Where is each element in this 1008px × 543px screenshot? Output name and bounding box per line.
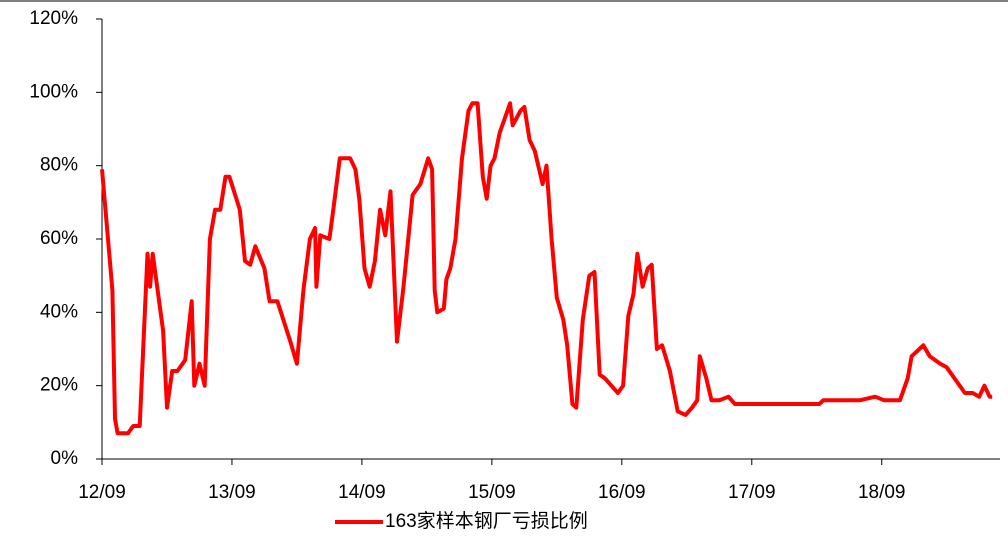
y-tick-label: 20% — [40, 375, 78, 396]
y-tick-label: 0% — [51, 448, 79, 469]
y-tick-label: 60% — [40, 228, 78, 249]
x-tick-label: 18/09 — [858, 482, 906, 503]
y-tick-label: 120% — [29, 8, 78, 29]
x-tick-label: 15/09 — [468, 482, 516, 503]
y-tick-label: 100% — [29, 81, 78, 102]
legend-label: 163家样本钢厂亏损比例 — [385, 510, 588, 532]
y-tick-label: 80% — [40, 155, 78, 176]
x-tick-label: 13/09 — [208, 482, 256, 503]
x-tick-label: 16/09 — [598, 482, 646, 503]
x-tick-label: 17/09 — [728, 482, 776, 503]
x-tick-label: 12/09 — [78, 482, 126, 503]
y-tick-label: 40% — [40, 301, 78, 322]
x-tick-label: 14/09 — [338, 482, 386, 503]
series-line — [100, 101, 993, 436]
